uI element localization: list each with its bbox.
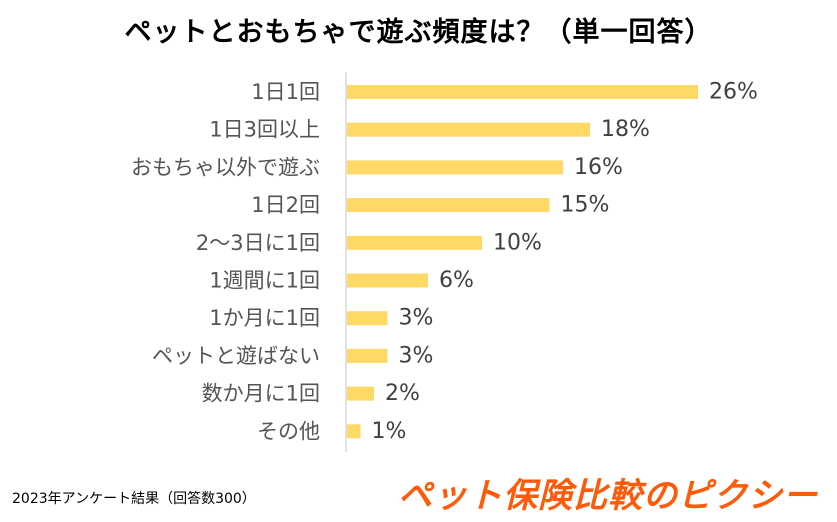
footnote: 2023年アンケート結果（回答数300） [12, 491, 256, 507]
bar-5 [347, 235, 482, 250]
value-label-9: 2% [385, 381, 420, 406]
category-label-1: 1日1回 [251, 80, 320, 104]
category-label-10: その他 [257, 419, 320, 443]
value-label-6: 6% [439, 268, 474, 293]
category-label-7: 1か月に1回 [209, 306, 320, 330]
value-label-5: 10% [493, 230, 542, 255]
bar-9 [347, 386, 374, 401]
value-labels-group: 26%18%16%15%10%6%3%3%2%1% [372, 80, 758, 444]
category-label-8: ペットと遊ばない [152, 344, 320, 368]
value-label-3: 16% [574, 155, 623, 180]
value-label-1: 26% [709, 80, 758, 105]
bar-4 [347, 198, 550, 213]
bar-7 [347, 311, 388, 326]
category-label-2: 1日3回以上 [209, 118, 320, 142]
category-label-5: 2〜3日に1回 [196, 231, 320, 255]
value-label-7: 3% [399, 306, 434, 331]
value-label-10: 1% [372, 419, 407, 444]
category-label-4: 1日2回 [251, 193, 320, 217]
bar-1 [347, 85, 698, 99]
value-label-8: 3% [399, 343, 434, 368]
value-label-4: 15% [561, 193, 610, 218]
bar-8 [347, 348, 388, 363]
chart-title: ペットとおもちゃで遊ぶ頻度は？（単一回答） [124, 17, 713, 48]
category-label-9: 数か月に1回 [202, 382, 320, 406]
brand-logo: ペット保険比較のピクシー [398, 476, 818, 516]
bar-3 [347, 160, 563, 175]
category-label-6: 1週間に1回 [209, 269, 320, 293]
category-label-3: おもちゃ以外で遊ぶ [131, 155, 320, 179]
bars-group [347, 85, 698, 439]
bar-6 [347, 273, 428, 288]
bar-2 [347, 122, 590, 137]
bar-10 [347, 424, 361, 439]
value-label-2: 18% [601, 117, 650, 142]
